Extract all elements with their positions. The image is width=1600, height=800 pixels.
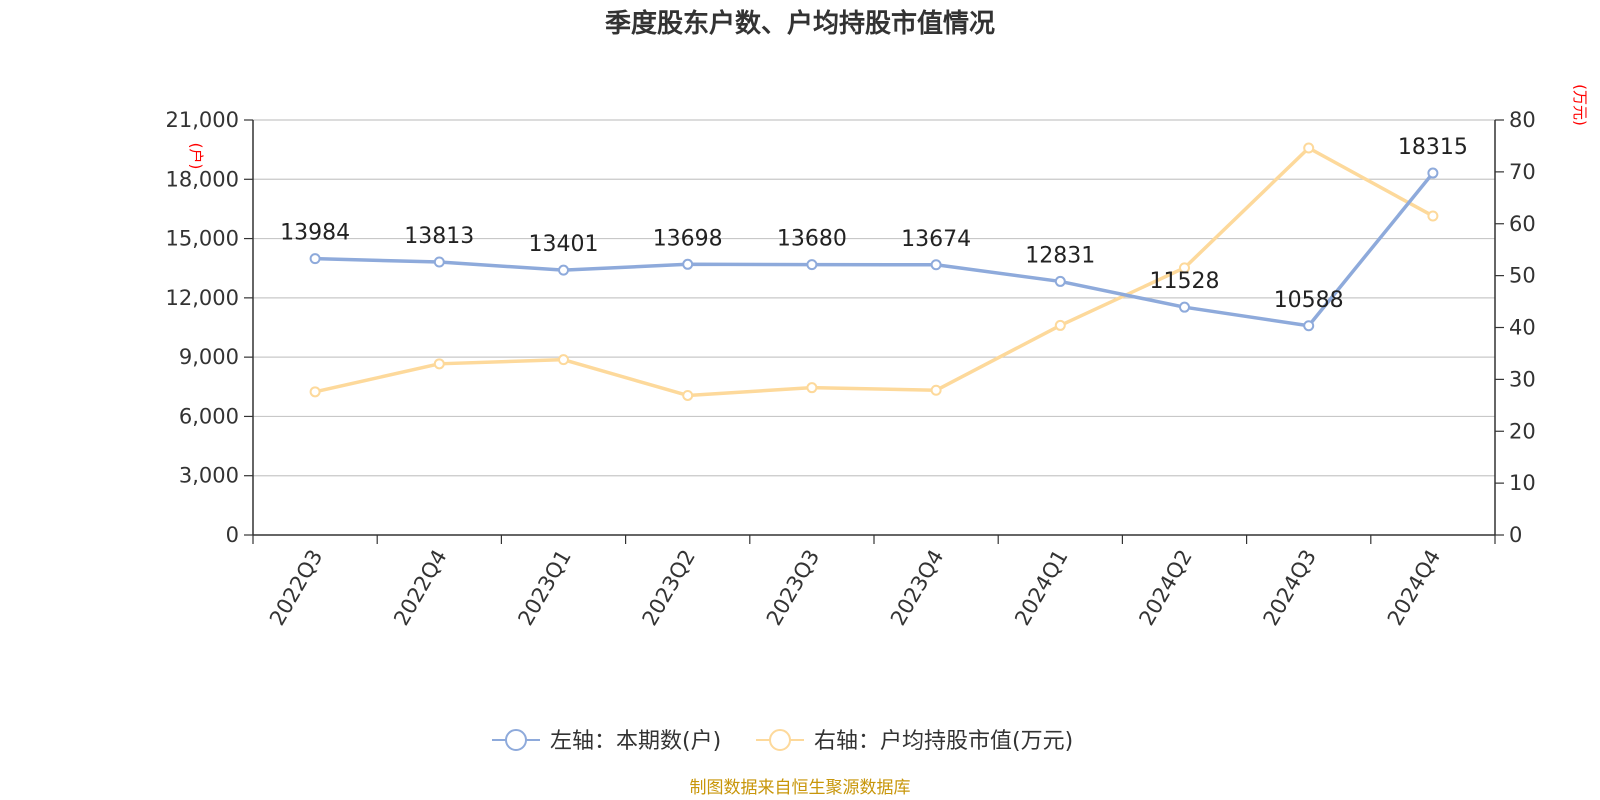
data-label: 12831 xyxy=(1025,243,1095,268)
point-avg-value xyxy=(806,382,818,394)
point-households xyxy=(1303,320,1315,332)
right-tick-label: 70 xyxy=(1509,160,1536,184)
point-avg-value xyxy=(930,384,942,396)
left-tick-label: 21,000 xyxy=(166,108,239,132)
data-labels: 13984 13813 13401 13698 13680 13674 12831 11528… xyxy=(280,135,1468,313)
legend-label-avg-value: 右轴：户均持股市值(万元) xyxy=(814,729,1073,754)
left-axis-unit: (户) xyxy=(187,143,205,170)
x-tick-label: 2024Q1 xyxy=(1010,546,1072,630)
left-tick-label: 9,000 xyxy=(179,345,239,369)
grid-lines xyxy=(253,119,1495,477)
point-households xyxy=(558,264,569,276)
left-tick-label: 3,000 xyxy=(179,464,239,488)
x-tick-label: 2023Q4 xyxy=(886,546,948,630)
axes: 0 3,000 6,000 9,000 12,000 15,000 18,000 21,000… xyxy=(166,108,1536,630)
right-tick-label: 10 xyxy=(1509,471,1536,495)
data-label: 11528 xyxy=(1150,269,1220,294)
x-tick-label: 2024Q2 xyxy=(1134,546,1196,630)
legend-label-households: 左轴：本期数(户) xyxy=(550,729,721,754)
right-tick-label: 0 xyxy=(1509,523,1522,547)
x-tick-label: 2022Q3 xyxy=(265,546,327,630)
series-line-avg-value xyxy=(314,146,1434,398)
left-tick-label: 12,000 xyxy=(166,286,239,310)
x-tick-label: 2023Q3 xyxy=(762,546,824,630)
point-households xyxy=(682,258,694,270)
left-tick-label: 6,000 xyxy=(179,404,239,428)
left-tick-label: 15,000 xyxy=(166,227,239,251)
point-avg-value xyxy=(1179,262,1190,274)
data-label: 13401 xyxy=(529,232,599,257)
right-tick-label: 60 xyxy=(1509,212,1536,236)
right-axis-unit: (万元) xyxy=(1571,84,1589,126)
point-avg-value xyxy=(309,386,321,398)
legend-item-avg-value[interactable]: 右轴：户均持股市值(万元) xyxy=(756,729,1073,754)
point-households xyxy=(1179,301,1190,313)
right-tick-label: 20 xyxy=(1509,419,1536,443)
data-label: 13674 xyxy=(901,227,971,252)
x-tick-label: 2023Q1 xyxy=(513,546,575,630)
data-label: 18315 xyxy=(1398,135,1468,160)
point-avg-value xyxy=(433,358,445,370)
point-households xyxy=(433,256,445,268)
data-label: 13984 xyxy=(280,221,350,246)
point-avg-value xyxy=(682,389,694,401)
point-avg-value xyxy=(1054,319,1066,331)
x-tick-label: 2023Q2 xyxy=(638,546,700,630)
series-layer xyxy=(309,142,1439,401)
point-households xyxy=(1427,167,1439,179)
point-households xyxy=(1054,275,1066,287)
x-tick-label: 2024Q4 xyxy=(1383,546,1445,630)
legend: 左轴：本期数(户) 右轴：户均持股市值(万元) xyxy=(492,729,1073,754)
point-households xyxy=(930,259,942,271)
right-tick-label: 40 xyxy=(1509,316,1536,340)
left-tick-label: 0 xyxy=(226,523,239,547)
data-label: 13698 xyxy=(653,226,723,251)
source-note: 制图数据来自恒生聚源数据库 xyxy=(690,778,911,798)
point-avg-value xyxy=(1303,142,1315,154)
legend-marker-households xyxy=(505,729,527,751)
point-avg-value xyxy=(1427,210,1439,222)
x-tick-label: 2024Q3 xyxy=(1259,546,1321,630)
right-tick-label: 80 xyxy=(1509,108,1536,132)
point-households xyxy=(806,259,818,271)
data-label: 13813 xyxy=(404,224,474,249)
x-tick-label: 2022Q4 xyxy=(389,546,451,630)
data-label: 13680 xyxy=(777,227,847,252)
chart-title: 季度股东户数、户均持股市值情况 xyxy=(605,8,995,39)
legend-item-households[interactable]: 左轴：本期数(户) xyxy=(492,729,721,754)
legend-marker-avg-value xyxy=(769,729,791,751)
right-tick-label: 30 xyxy=(1509,367,1536,391)
right-tick-label: 50 xyxy=(1509,264,1536,288)
series-line-households xyxy=(315,171,1435,328)
point-households xyxy=(309,253,321,265)
point-avg-value xyxy=(558,354,569,366)
data-label: 10588 xyxy=(1274,288,1344,313)
left-tick-label: 18,000 xyxy=(166,167,239,191)
